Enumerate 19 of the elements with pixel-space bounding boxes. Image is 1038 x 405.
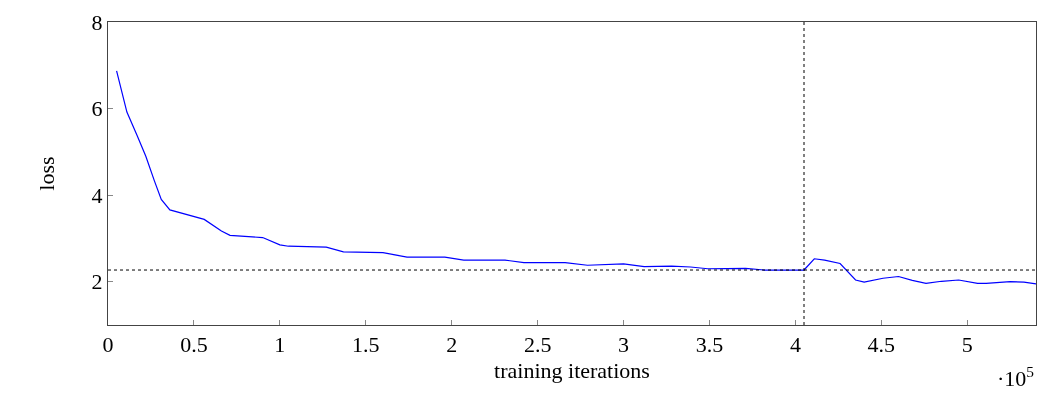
y-axis-title: loss (34, 156, 60, 191)
x-tick-label: 5 (961, 332, 973, 358)
x-tick-label: 1 (274, 332, 286, 358)
y-tick-label: 2 (91, 269, 103, 295)
line-series (115, 70, 1036, 285)
x-tick-label: 2.5 (523, 332, 552, 358)
x-tick-label: 4.5 (867, 332, 896, 358)
x-tick-label: 4 (789, 332, 801, 358)
text: ·10$^{5}$ (997, 363, 1035, 392)
x-tick-label: 3 (618, 332, 630, 358)
x-tick-label: 0 (102, 332, 114, 358)
x-tick-label: 1.5 (352, 332, 380, 358)
y-tick-label: 8 (91, 9, 103, 35)
y-tick-label: 6 (91, 96, 103, 122)
y-tick-label: 4 (91, 182, 103, 208)
x-axis-title: training iterations (494, 358, 650, 384)
x-tick-label: 2 (446, 332, 458, 358)
x-tick-label: 0.5 (180, 332, 208, 358)
x-tick-label: 3.5 (695, 332, 724, 358)
